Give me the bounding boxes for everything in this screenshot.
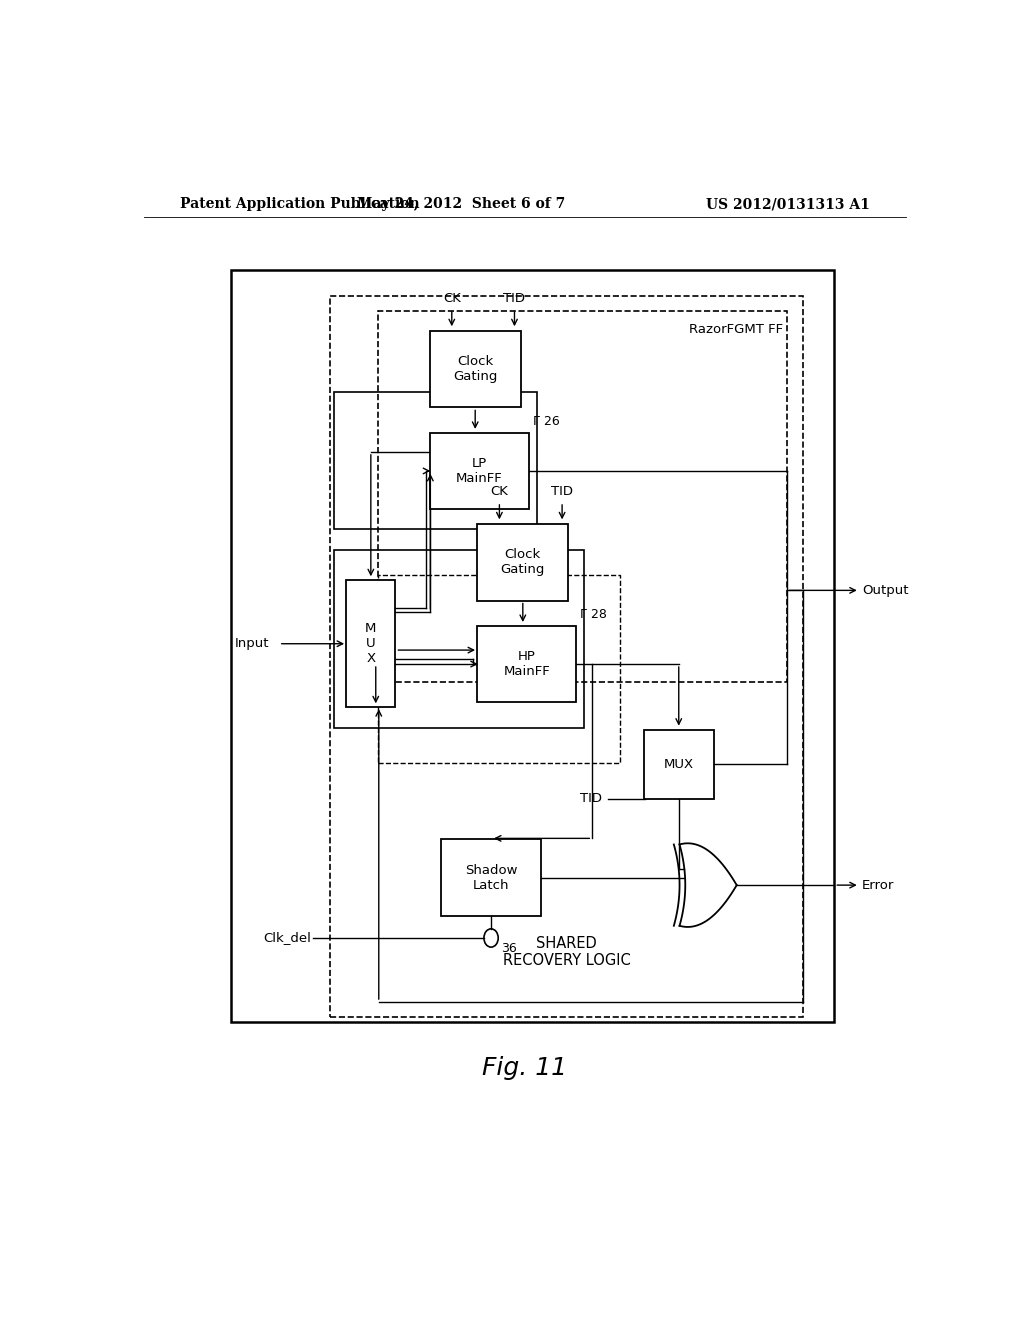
Bar (346, 581, 395, 708)
Bar (231, 271, 835, 1022)
Text: 36: 36 (501, 942, 516, 956)
Text: Patent Application Publication: Patent Application Publication (179, 197, 419, 211)
Bar (378, 312, 786, 682)
Text: Input: Input (236, 638, 269, 651)
Text: MUX: MUX (664, 758, 694, 771)
Text: CK: CK (442, 292, 461, 305)
Text: Clk_del: Clk_del (263, 932, 311, 945)
Bar (430, 433, 528, 510)
Bar (441, 840, 541, 916)
Text: Γ 26: Γ 26 (532, 414, 559, 428)
Bar (378, 576, 621, 763)
Bar (477, 524, 568, 601)
Text: May 24, 2012  Sheet 6 of 7: May 24, 2012 Sheet 6 of 7 (357, 197, 565, 211)
Bar (331, 296, 803, 1018)
Text: Clock
Gating: Clock Gating (453, 355, 498, 383)
Text: Fig. 11: Fig. 11 (482, 1056, 567, 1080)
Bar (334, 392, 537, 529)
Text: HP
MainFF: HP MainFF (504, 649, 550, 678)
Text: Γ 28: Γ 28 (581, 607, 607, 620)
Text: TID: TID (551, 486, 573, 498)
Bar (430, 331, 521, 408)
Text: RazorFGMT FF: RazorFGMT FF (688, 323, 782, 337)
Text: TID: TID (504, 292, 525, 305)
Text: Clock
Gating: Clock Gating (501, 548, 545, 577)
Text: US 2012/0131313 A1: US 2012/0131313 A1 (707, 197, 870, 211)
Bar (644, 730, 714, 799)
Text: LP
MainFF: LP MainFF (456, 457, 503, 484)
Text: Error: Error (862, 879, 894, 891)
Text: Shadow
Latch: Shadow Latch (465, 863, 517, 891)
Text: Output: Output (862, 583, 908, 597)
Text: TID: TID (581, 792, 602, 805)
Bar (477, 626, 577, 702)
Bar (334, 549, 585, 727)
Text: SHARED
RECOVERY LOGIC: SHARED RECOVERY LOGIC (503, 936, 631, 969)
Text: CK: CK (490, 486, 508, 498)
Text: M
U
X: M U X (366, 622, 377, 665)
